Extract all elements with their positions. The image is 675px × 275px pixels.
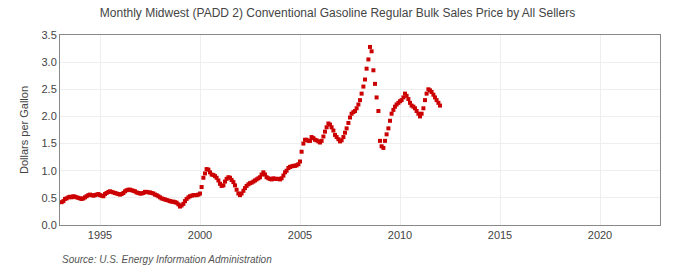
svg-text:2015: 2015	[488, 229, 512, 241]
svg-text:2010: 2010	[388, 229, 412, 241]
svg-text:3.0: 3.0	[42, 56, 57, 68]
svg-text:2.5: 2.5	[42, 83, 57, 95]
svg-text:2.0: 2.0	[42, 110, 57, 122]
svg-text:Source: U.S. Energy Informatio: Source: U.S. Energy Information Administ…	[62, 254, 272, 265]
svg-text:1.5: 1.5	[42, 137, 57, 149]
svg-text:3.5: 3.5	[42, 29, 57, 41]
svg-text:2000: 2000	[188, 229, 212, 241]
svg-text:2005: 2005	[288, 229, 312, 241]
svg-text:2020: 2020	[588, 229, 612, 241]
svg-text:Dollars per Gallon: Dollars per Gallon	[18, 86, 30, 174]
svg-text:1.0: 1.0	[42, 165, 57, 177]
svg-text:0.5: 0.5	[42, 192, 57, 204]
svg-text:0.0: 0.0	[42, 219, 57, 231]
svg-text:1995: 1995	[88, 229, 112, 241]
svg-text:Monthly Midwest (PADD 2) Conve: Monthly Midwest (PADD 2) Conventional Ga…	[100, 6, 575, 20]
